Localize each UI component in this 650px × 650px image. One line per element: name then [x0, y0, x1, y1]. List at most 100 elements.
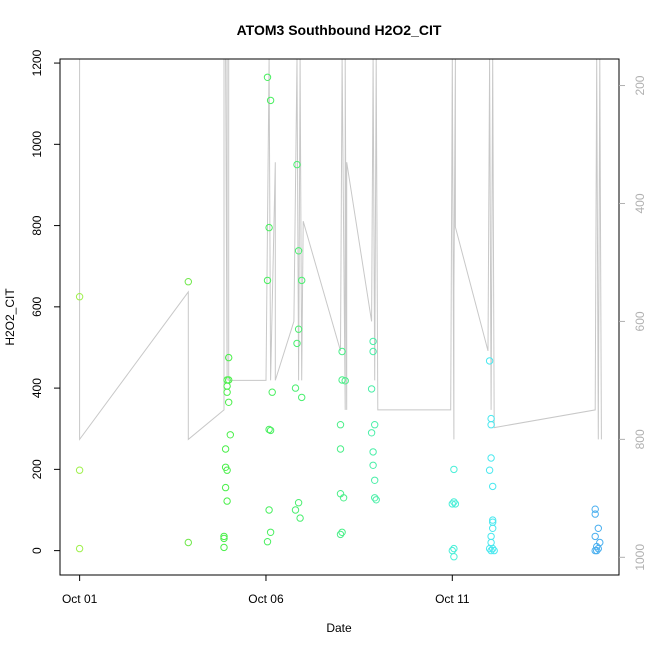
- data-point: [593, 542, 601, 551]
- data-point: [220, 543, 228, 552]
- y2-tick-label: 200: [633, 75, 647, 95]
- data-point: [338, 376, 346, 384]
- x-tick-label: Oct 01: [62, 592, 98, 606]
- data-point: [372, 496, 380, 504]
- data-point: [223, 388, 231, 396]
- y-tick-label: 200: [30, 459, 44, 479]
- data-point: [371, 494, 379, 502]
- data-point: [369, 337, 377, 346]
- data-point: [487, 421, 495, 429]
- data-point: [450, 553, 458, 561]
- data-point: [448, 500, 456, 508]
- data-point: [489, 524, 497, 532]
- data-point: [487, 532, 495, 541]
- data-point: [263, 538, 272, 546]
- data-point: [593, 546, 601, 555]
- altitude-lines-layer: [79, 59, 602, 441]
- data-point: [291, 506, 300, 514]
- y-tick-label: 0: [30, 547, 44, 554]
- data-point: [591, 532, 599, 541]
- y-axis-label: H2O2_CIT: [3, 288, 17, 346]
- data-point: [266, 528, 275, 536]
- data-point: [223, 497, 231, 505]
- data-point: [336, 530, 345, 539]
- data-point: [489, 544, 497, 553]
- data-point: [75, 466, 84, 474]
- x-tick-label: Oct 11: [435, 592, 470, 606]
- data-point: [226, 431, 235, 439]
- chart-title: ATOM3 Southbound H2O2_CIT: [237, 22, 442, 38]
- data-point: [294, 247, 303, 255]
- data-point: [294, 325, 303, 333]
- data-point: [594, 544, 602, 553]
- data-point: [220, 534, 228, 543]
- x-axis-label: Date: [326, 621, 352, 635]
- x-axis: Oct 01 Oct 06 Oct 11: [62, 575, 470, 606]
- data-point: [367, 385, 376, 393]
- data-point: [266, 96, 275, 105]
- y-tick-label: 400: [30, 378, 44, 398]
- data-point: [225, 398, 233, 406]
- data-point: [450, 544, 458, 553]
- data-point: [489, 516, 497, 524]
- data-point: [75, 293, 84, 301]
- data-point: [485, 357, 494, 365]
- data-point: [489, 482, 497, 491]
- data-point: [369, 461, 377, 469]
- data-point: [184, 278, 193, 286]
- data-point: [339, 494, 348, 502]
- y2-tick-label: 1000: [633, 544, 647, 571]
- data-point: [293, 339, 301, 348]
- plot-frame: [59, 58, 620, 576]
- data-point: [487, 546, 495, 555]
- data-point: [294, 499, 303, 507]
- data-point: [369, 448, 377, 456]
- y-tick-label: 600: [30, 297, 44, 317]
- data-point: [296, 514, 304, 522]
- data-point: [367, 429, 376, 437]
- points-layer: [75, 73, 604, 561]
- data-point: [221, 483, 230, 492]
- data-point: [263, 73, 272, 82]
- data-point: [225, 353, 233, 362]
- y-tick-label: 1200: [30, 49, 44, 76]
- data-point: [594, 524, 602, 532]
- data-point: [485, 466, 494, 474]
- data-point: [341, 377, 349, 385]
- y-tick-label: 1000: [30, 131, 44, 158]
- data-point: [336, 445, 345, 453]
- data-point: [448, 546, 456, 555]
- y2-tick-label: 800: [633, 429, 647, 449]
- data-point: [263, 276, 272, 285]
- y2-tick-label: 600: [633, 311, 647, 331]
- data-point: [490, 546, 498, 555]
- y-tick-label: 800: [30, 215, 44, 235]
- data-point: [223, 466, 231, 474]
- data-point: [298, 276, 306, 285]
- data-point: [485, 544, 494, 553]
- data-point: [338, 347, 346, 356]
- data-point: [293, 160, 301, 169]
- data-point: [487, 538, 495, 547]
- y-axis: 0 200 400 600 800 1000 1200: [30, 49, 60, 554]
- altitude-line: [79, 59, 602, 441]
- data-point: [265, 506, 273, 514]
- data-point: [221, 445, 230, 453]
- data-point: [451, 500, 460, 508]
- data-point: [371, 476, 379, 484]
- data-point: [336, 421, 345, 429]
- data-point: [220, 532, 228, 541]
- data-point: [298, 393, 306, 402]
- data-point: [450, 465, 458, 474]
- data-point: [369, 347, 377, 356]
- data-point: [75, 544, 84, 553]
- data-point: [487, 414, 495, 423]
- data-point: [450, 498, 458, 506]
- data-point: [265, 223, 273, 232]
- data-point: [265, 425, 273, 434]
- data-point: [268, 388, 276, 396]
- data-point: [371, 421, 379, 429]
- data-point: [338, 528, 346, 536]
- y2-tick-label: 400: [633, 193, 647, 213]
